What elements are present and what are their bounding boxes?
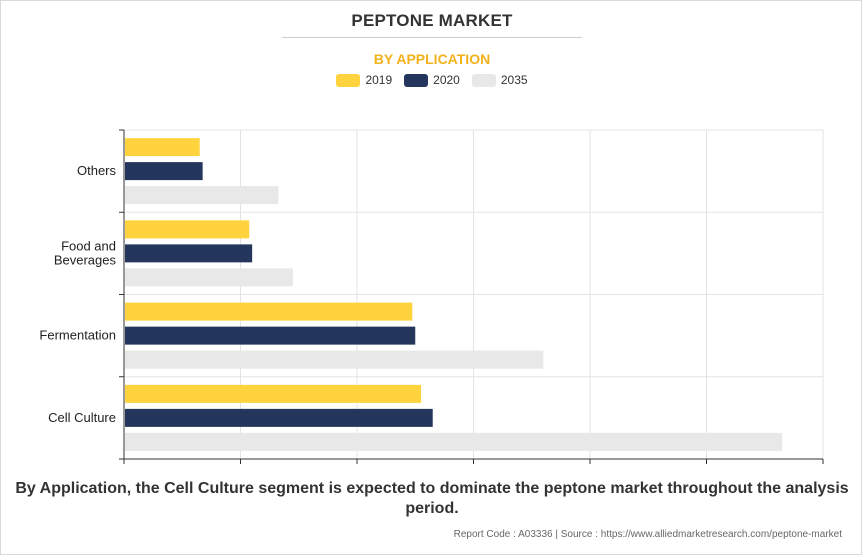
- category-label: Others: [77, 163, 117, 178]
- category-label: Cell Culture: [48, 410, 116, 425]
- legend-swatch-2020: [404, 73, 429, 87]
- legend-item-2035[interactable]: 2035: [471, 73, 528, 87]
- bar-2019-cell-culture: [125, 384, 422, 403]
- bar-2035-others: [125, 186, 279, 205]
- category-label: Fermentation: [39, 328, 116, 343]
- bar-2035-fermentation: [125, 350, 544, 369]
- legend-item-2020[interactable]: 2020: [404, 73, 460, 87]
- category-label: Beverages: [54, 252, 117, 267]
- chart-caption: By Application, the Cell Culture segment…: [15, 480, 849, 517]
- bar-2035-cell-culture: [125, 432, 783, 451]
- bar-2020-others: [125, 162, 203, 181]
- title-divider: [282, 37, 582, 38]
- legend-item-2019[interactable]: 2019: [336, 73, 392, 87]
- source-footer: Report Code : A03336 | Source : https://…: [453, 529, 842, 540]
- category-label: Food and: [61, 238, 116, 253]
- legend: 2019 2020 2035: [0, 73, 864, 87]
- bar-2035-food-and-beverages: [125, 268, 293, 287]
- bar-2020-fermentation: [125, 326, 416, 345]
- legend-swatch-2019: [336, 73, 361, 87]
- chart-title: PEPTONE MARKET: [351, 11, 513, 30]
- chart-subtitle: BY APPLICATION: [373, 51, 491, 67]
- legend-swatch-2035: [471, 73, 496, 87]
- legend-label-2019: 2019: [365, 73, 393, 87]
- bar-2019-food-and-beverages: [125, 220, 250, 239]
- bar-2019-fermentation: [125, 302, 413, 321]
- bar-2019-others: [125, 138, 200, 157]
- bar-2020-cell-culture: [125, 408, 433, 427]
- legend-label-2020: 2020: [433, 73, 460, 87]
- bar-2020-food-and-beverages: [125, 244, 253, 263]
- legend-label-2035: 2035: [500, 73, 528, 87]
